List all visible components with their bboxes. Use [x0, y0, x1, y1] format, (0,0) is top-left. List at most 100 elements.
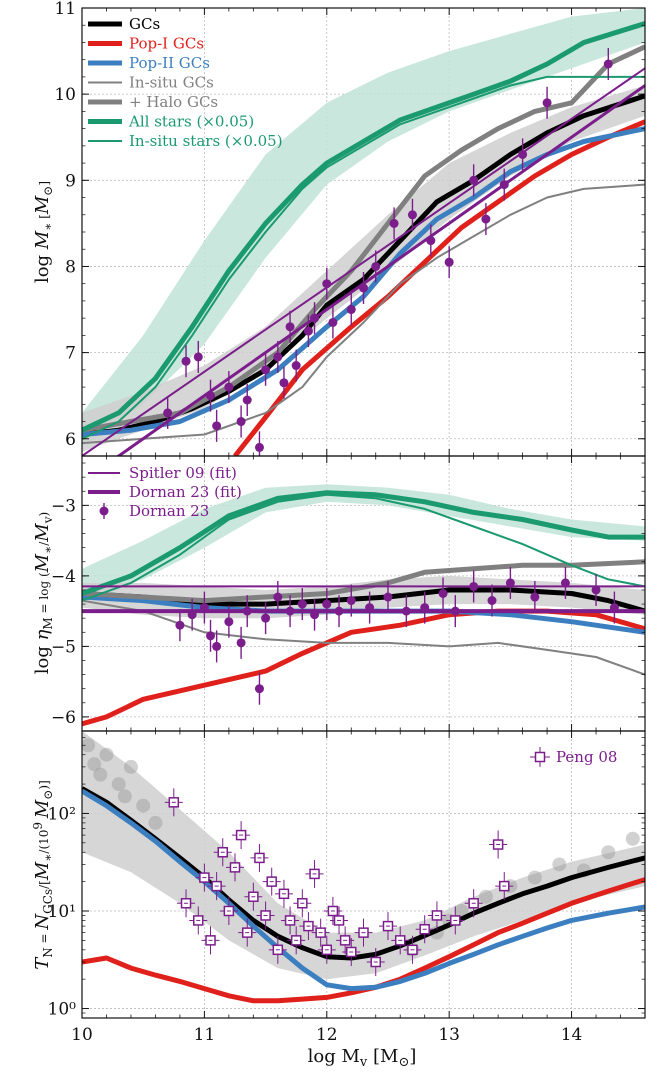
data-point [310, 313, 320, 323]
data-point [224, 617, 234, 627]
data-point [212, 421, 222, 431]
legend-swatch [534, 751, 546, 763]
data-point [438, 589, 448, 598]
gray-scatter-point [625, 831, 640, 846]
x-tick-label: 12 [316, 1025, 338, 1045]
data-point [193, 352, 203, 362]
panel-tn: 10⁰ 10¹ 10² 10 11 12 13 14 [48, 730, 646, 1045]
y-axis-label-eta: log ηM = log (M∗/Mv) [32, 512, 55, 674]
plot-area-eta [82, 484, 645, 727]
data-point [420, 603, 430, 613]
gray-scatter-point [82, 738, 96, 753]
legend-panel-eta: Spitler 09 (fit)Dornan 23 (fit)Dornan 23 [88, 464, 242, 520]
y-axis-label-mass: log M∗ [M⊙] [32, 181, 55, 283]
x-axis-label: log Mv [M⊙] [308, 1046, 417, 1070]
data-point [603, 59, 613, 69]
data-point [346, 596, 356, 606]
legend-label: Dornan 23 [129, 502, 209, 520]
data-point [518, 149, 528, 159]
data-point [322, 279, 332, 289]
y-tick-label: 6 [65, 430, 76, 450]
data-point [212, 641, 222, 651]
data-point [175, 620, 185, 630]
plot-area-mass [82, 8, 645, 456]
data-point [273, 352, 283, 362]
data-point [224, 382, 234, 392]
data-point [371, 261, 381, 271]
gray-scatter-point [123, 759, 138, 774]
data-point [334, 606, 344, 616]
data-point [487, 596, 497, 606]
legend-label: All stars (×0.05) [128, 113, 254, 131]
gray-scatter-point [87, 757, 102, 772]
data-point [206, 631, 216, 641]
data-point [279, 378, 289, 388]
x-tick-label: 13 [438, 1025, 460, 1045]
x-tick-label: 11 [194, 1025, 216, 1045]
y-tick-label: 10 [54, 85, 76, 105]
data-point [505, 578, 515, 588]
plot-area-tn [82, 731, 645, 1004]
data-point [481, 214, 491, 224]
y-tick-label: −6 [51, 708, 76, 728]
panel-mass: 6 7 8 9 10 11 [54, 0, 646, 457]
gray-scatter-point [601, 845, 616, 860]
legend-label: In-situ stars (×0.05) [129, 132, 283, 150]
gray-scatter-point [552, 857, 567, 872]
panel-eta: −6 −5 −4 −3 [51, 455, 646, 732]
series-line [82, 788, 645, 992]
series-line [82, 67, 645, 456]
series-line [233, 119, 645, 456]
legend-swatch [99, 506, 109, 516]
gray-scatter-point [117, 789, 132, 804]
data-point [542, 98, 552, 108]
data-point [401, 606, 411, 616]
legend-label: + Halo GCs [129, 93, 218, 111]
data-point [206, 391, 216, 401]
panel-frame [81, 730, 646, 1019]
data-point [199, 603, 209, 613]
data-point [254, 442, 264, 452]
data-point [346, 305, 356, 315]
data-point [444, 257, 454, 267]
legend-label: Spitler 09 (fit) [129, 464, 237, 482]
data-point [291, 361, 301, 371]
gray-scatter-point [148, 815, 163, 830]
legend-label: Peng 08 [556, 748, 617, 766]
band [82, 484, 645, 601]
data-point [389, 218, 399, 228]
series-line [82, 21, 645, 433]
data-point [591, 585, 601, 595]
data-point [236, 638, 246, 648]
data-point [273, 592, 283, 602]
series-line [82, 490, 645, 596]
gray-scatter-point [478, 889, 493, 904]
data-point [609, 603, 619, 613]
data-point [297, 599, 307, 609]
data-point [365, 603, 375, 613]
y-tick-label: 10¹ [48, 902, 76, 922]
y-tick-label: −4 [51, 567, 76, 587]
data-point [285, 322, 295, 332]
data-point [303, 326, 313, 336]
gray-scatter-point [111, 777, 126, 792]
series-line [82, 183, 645, 445]
gray-scatter-point [99, 747, 114, 762]
y-tick-label: −5 [51, 637, 76, 657]
data-point [261, 365, 271, 375]
x-tick-label: 14 [561, 1025, 583, 1045]
data-point [383, 592, 393, 602]
band [82, 731, 645, 980]
data-point [285, 606, 295, 616]
y-tick-label: −3 [51, 496, 76, 516]
data-point [407, 210, 417, 220]
legend-label: GCs [129, 15, 160, 33]
y-tick-label: 9 [65, 171, 76, 191]
gray-scatter-point [454, 903, 469, 918]
legend-label: Pop-I GCs [129, 35, 204, 53]
data-point [236, 417, 246, 427]
data-point [328, 317, 338, 327]
legend-label: Pop-II GCs [129, 54, 210, 72]
data-point [181, 356, 191, 366]
legend-panel-tn: Peng 08 [530, 747, 617, 767]
